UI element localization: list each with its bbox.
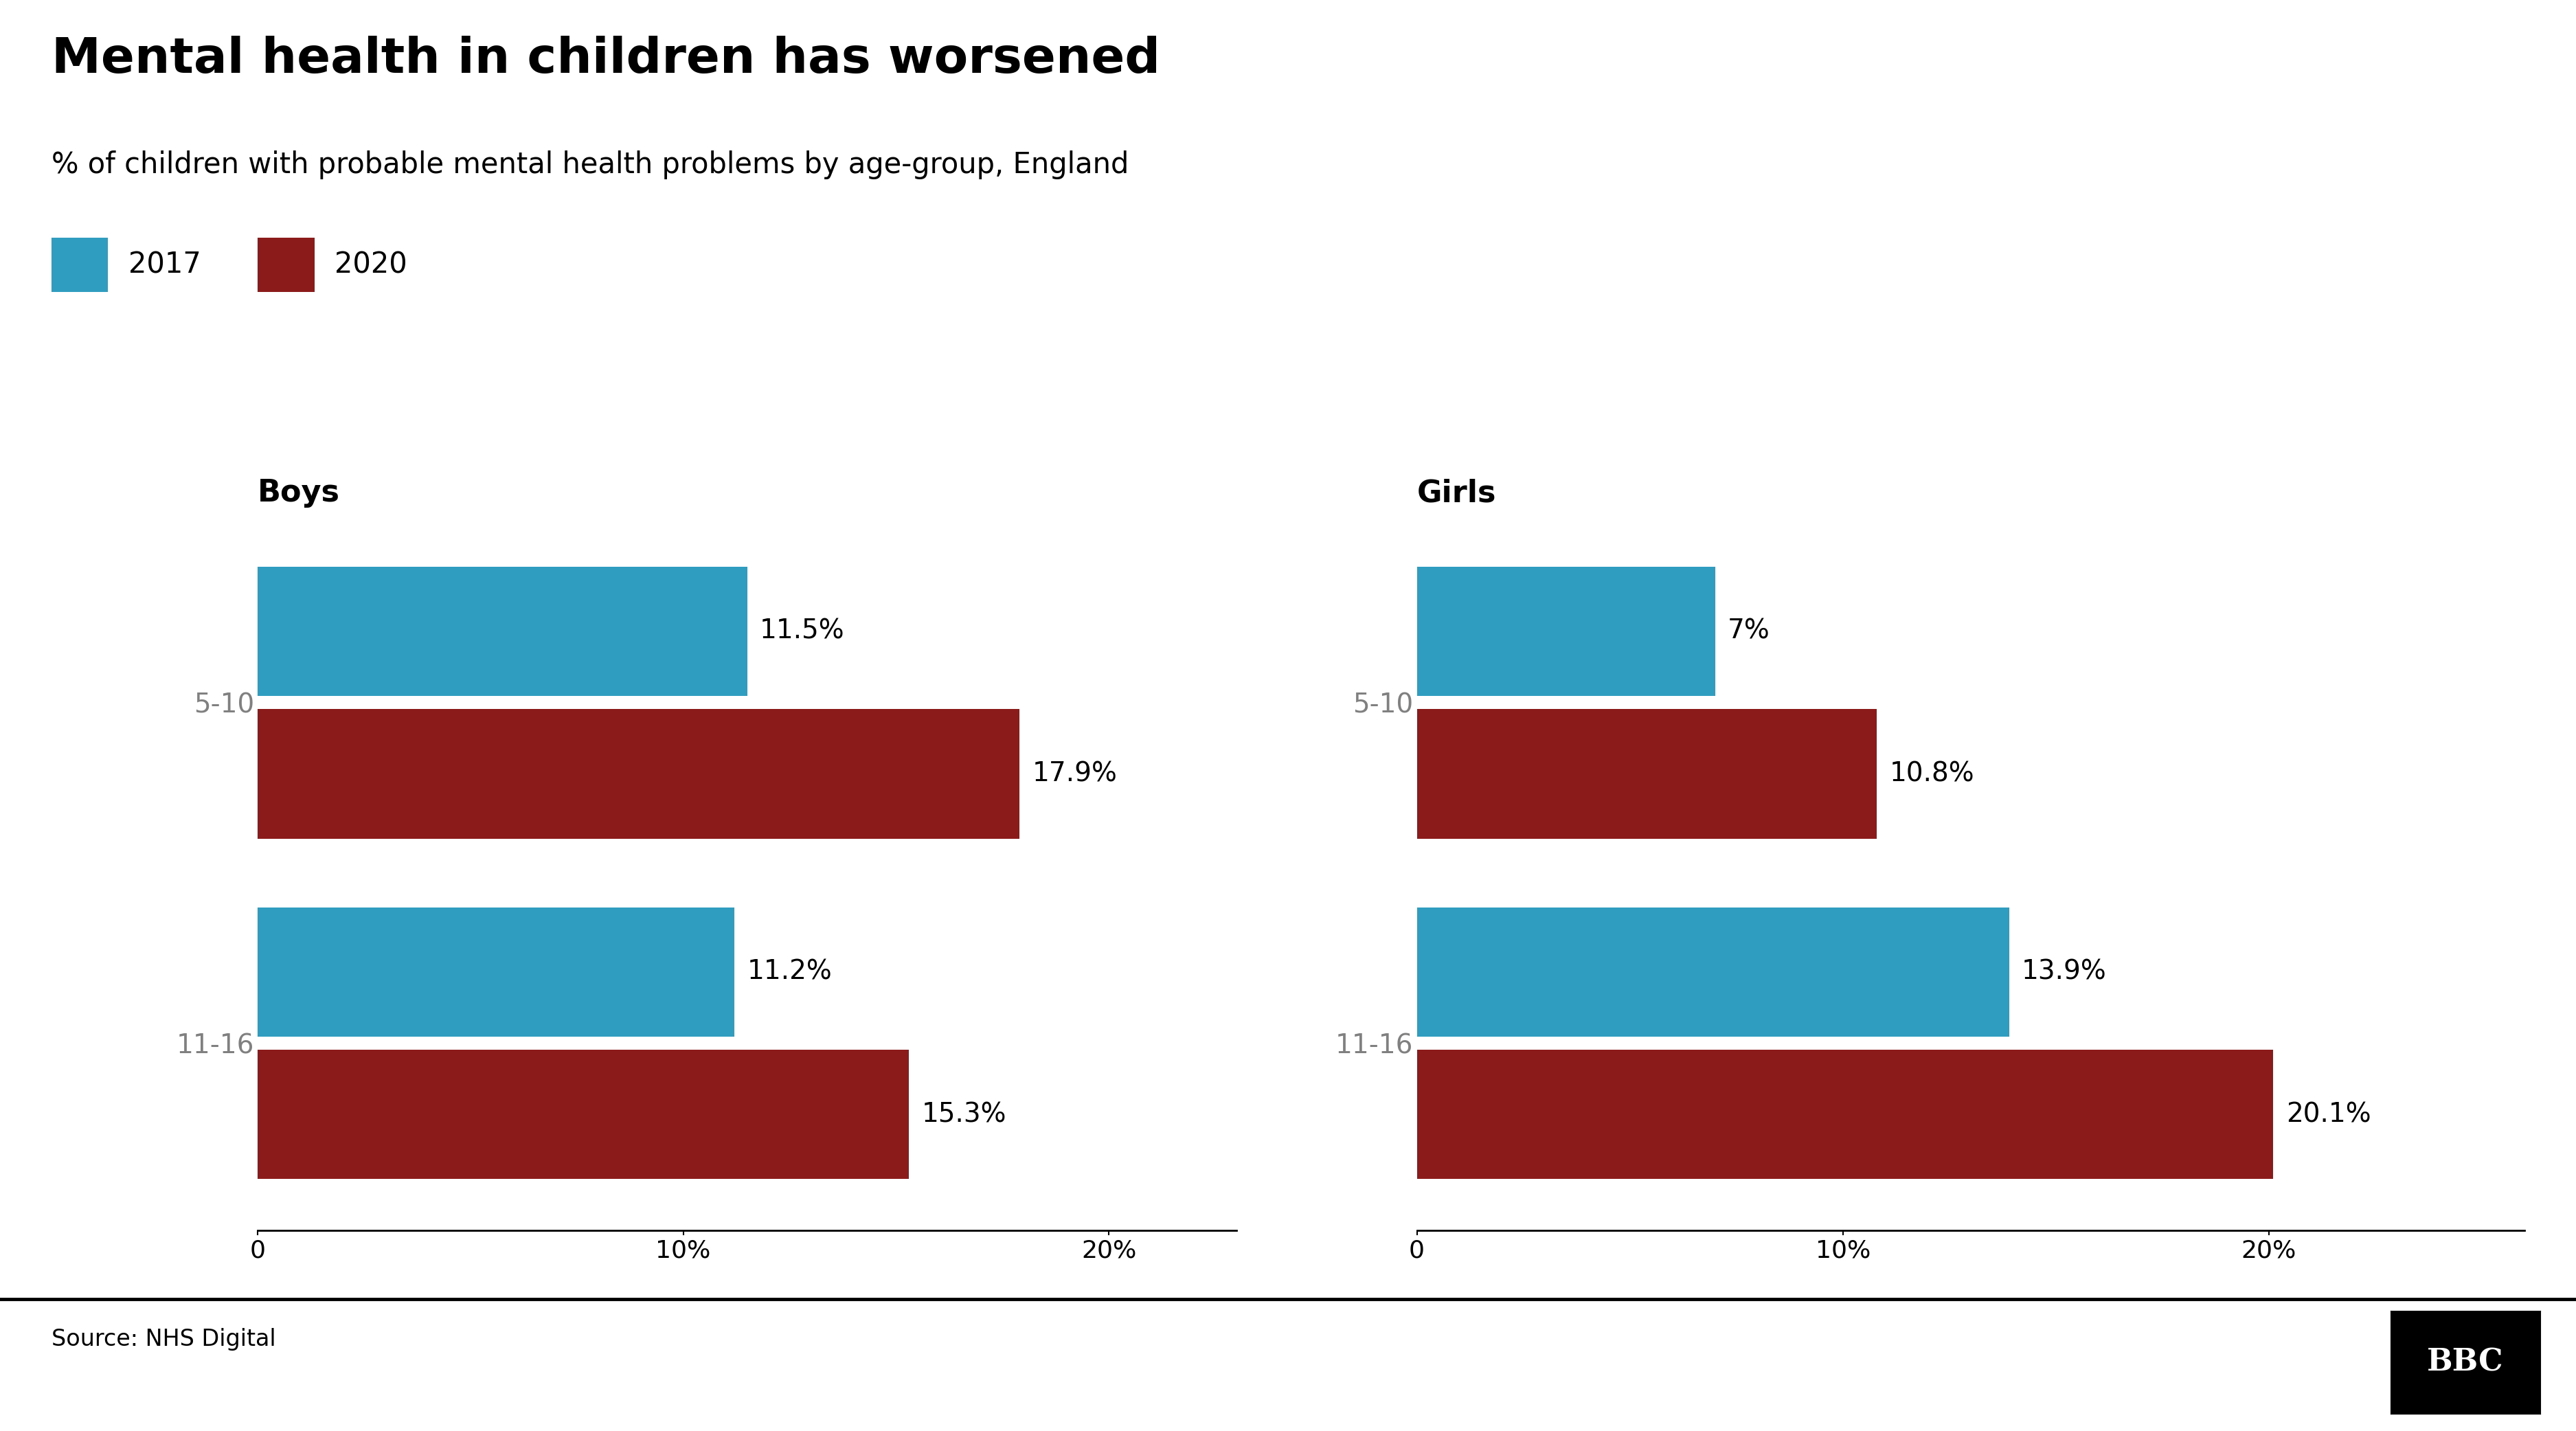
Text: 11.5%: 11.5% [760, 618, 845, 644]
Text: % of children with probable mental health problems by age-group, England: % of children with probable mental healt… [52, 150, 1128, 179]
Text: BBC: BBC [2427, 1348, 2504, 1377]
Text: Girls: Girls [1417, 478, 1497, 508]
Text: 2017: 2017 [129, 250, 201, 279]
Bar [1417, 708, 1878, 839]
Text: 13.9%: 13.9% [2022, 959, 2107, 985]
Bar [258, 1050, 909, 1179]
Bar [1417, 907, 2009, 1037]
Text: 10.8%: 10.8% [1891, 761, 1976, 787]
Text: 11.2%: 11.2% [747, 959, 832, 985]
Text: Mental health in children has worsened: Mental health in children has worsened [52, 36, 1159, 83]
Text: 17.9%: 17.9% [1033, 761, 1118, 787]
Bar [258, 907, 734, 1037]
Bar [258, 708, 1020, 839]
Text: 7%: 7% [1728, 618, 1770, 644]
Text: Source: NHS Digital: Source: NHS Digital [52, 1328, 276, 1351]
Bar [1417, 1050, 2272, 1179]
Text: 15.3%: 15.3% [922, 1102, 1007, 1128]
Bar [1417, 567, 1716, 695]
Text: Boys: Boys [258, 478, 340, 508]
Bar [258, 567, 747, 695]
Text: 2020: 2020 [335, 250, 407, 279]
Text: 20.1%: 20.1% [2285, 1102, 2370, 1128]
